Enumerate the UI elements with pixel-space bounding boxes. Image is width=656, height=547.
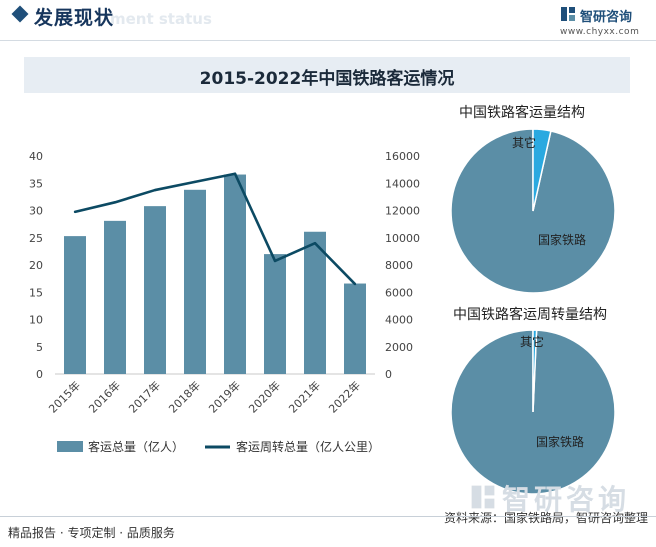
x-tick-label: 2016年 <box>86 378 123 415</box>
pie1-label-other: 其它 <box>512 135 536 150</box>
footer-slogan: 精品报告 · 专项定制 · 品质服务 <box>8 526 175 540</box>
bar-5 <box>224 174 246 374</box>
x-tick-label: 2019年 <box>206 378 243 415</box>
bar-8 <box>344 283 366 374</box>
y-right-tick-label: 2000 <box>385 341 413 354</box>
line-point-8 <box>353 282 357 286</box>
y-left-tick-label: 0 <box>36 368 43 381</box>
x-tick-label: 2015年 <box>46 378 83 415</box>
header-title: 发展现状 <box>34 7 115 29</box>
y-right-tick-label: 6000 <box>385 286 413 299</box>
footer-divider <box>0 516 656 517</box>
legend-line-label: 客运周转总量（亿人公里） <box>236 439 380 454</box>
y-left-tick-label: 25 <box>29 232 43 245</box>
bar-6 <box>264 254 286 374</box>
line-point-2 <box>113 201 117 204</box>
y-left-tick-label: 10 <box>29 314 43 327</box>
y-right-tick-label: 14000 <box>385 177 420 190</box>
bar-4 <box>184 189 206 374</box>
y-right-tick-label: 12000 <box>385 205 420 218</box>
line-point-1 <box>73 210 77 214</box>
chart-title-band: 2015-2022年中国铁路客运情况 <box>24 57 630 93</box>
y-left-tick-label: 40 <box>29 150 43 163</box>
x-tick-label: 2020年 <box>246 378 283 415</box>
x-tick-label: 2021年 <box>286 378 323 415</box>
page-header: ment status 发展现状 智研咨询 www.chyxx.com <box>0 0 656 40</box>
line-point-3 <box>153 188 157 192</box>
pie1-label-main: 国家铁路 <box>538 232 586 247</box>
line-point-7 <box>313 242 317 245</box>
brand-name: 智研咨询 <box>580 10 633 25</box>
legend-bar-swatch <box>57 441 83 452</box>
x-tick-label: 2018年 <box>166 378 203 415</box>
bar-1 <box>64 236 86 374</box>
bar-3 <box>144 206 166 374</box>
source-note: 资料来源：国家铁路局，智研咨询整理 <box>443 511 648 525</box>
brand-url: www.chyxx.com <box>560 27 640 37</box>
y-left-tick-label: 30 <box>29 205 43 218</box>
pie1-title: 中国铁路客运量结构 <box>459 105 585 121</box>
y-left-tick-label: 20 <box>29 259 43 272</box>
line-series-passenger-turnover <box>74 172 356 285</box>
brand-logo-icon <box>561 7 575 21</box>
line-point-4 <box>193 180 197 184</box>
line-point-5 <box>233 172 237 175</box>
bar-2 <box>104 220 126 374</box>
chart-title: 2015-2022年中国铁路客运情况 <box>199 69 455 89</box>
pie2-slice-other <box>532 329 538 413</box>
pie1-slice-other <box>532 128 552 212</box>
bar-7 <box>304 231 326 374</box>
header-ghost-text: ment status <box>110 10 212 28</box>
y-right-tick-label: 0 <box>385 368 392 381</box>
y-left-tick-label: 15 <box>29 286 43 299</box>
watermark-text: 智研咨询 <box>502 483 631 516</box>
header-divider <box>0 40 656 41</box>
y-right-tick-label: 16000 <box>385 150 420 163</box>
y-left-tick-label: 5 <box>36 341 43 354</box>
x-tick-label: 2017年 <box>126 378 163 415</box>
watermark-logo-icon <box>471 485 495 509</box>
x-tick-label: 2022年 <box>326 378 363 415</box>
line-point-6 <box>273 259 277 263</box>
pie2-label-other: 其它 <box>520 334 544 349</box>
pie2-title: 中国铁路客运周转量结构 <box>453 307 607 323</box>
y-right-tick-label: 10000 <box>385 232 420 245</box>
legend-bar-label: 客运总量（亿人） <box>88 439 184 454</box>
y-left-tick-label: 35 <box>29 177 43 190</box>
y-right-tick-label: 4000 <box>385 314 413 327</box>
pie2-label-main: 国家铁路 <box>536 434 584 449</box>
y-right-tick-label: 8000 <box>385 259 413 272</box>
